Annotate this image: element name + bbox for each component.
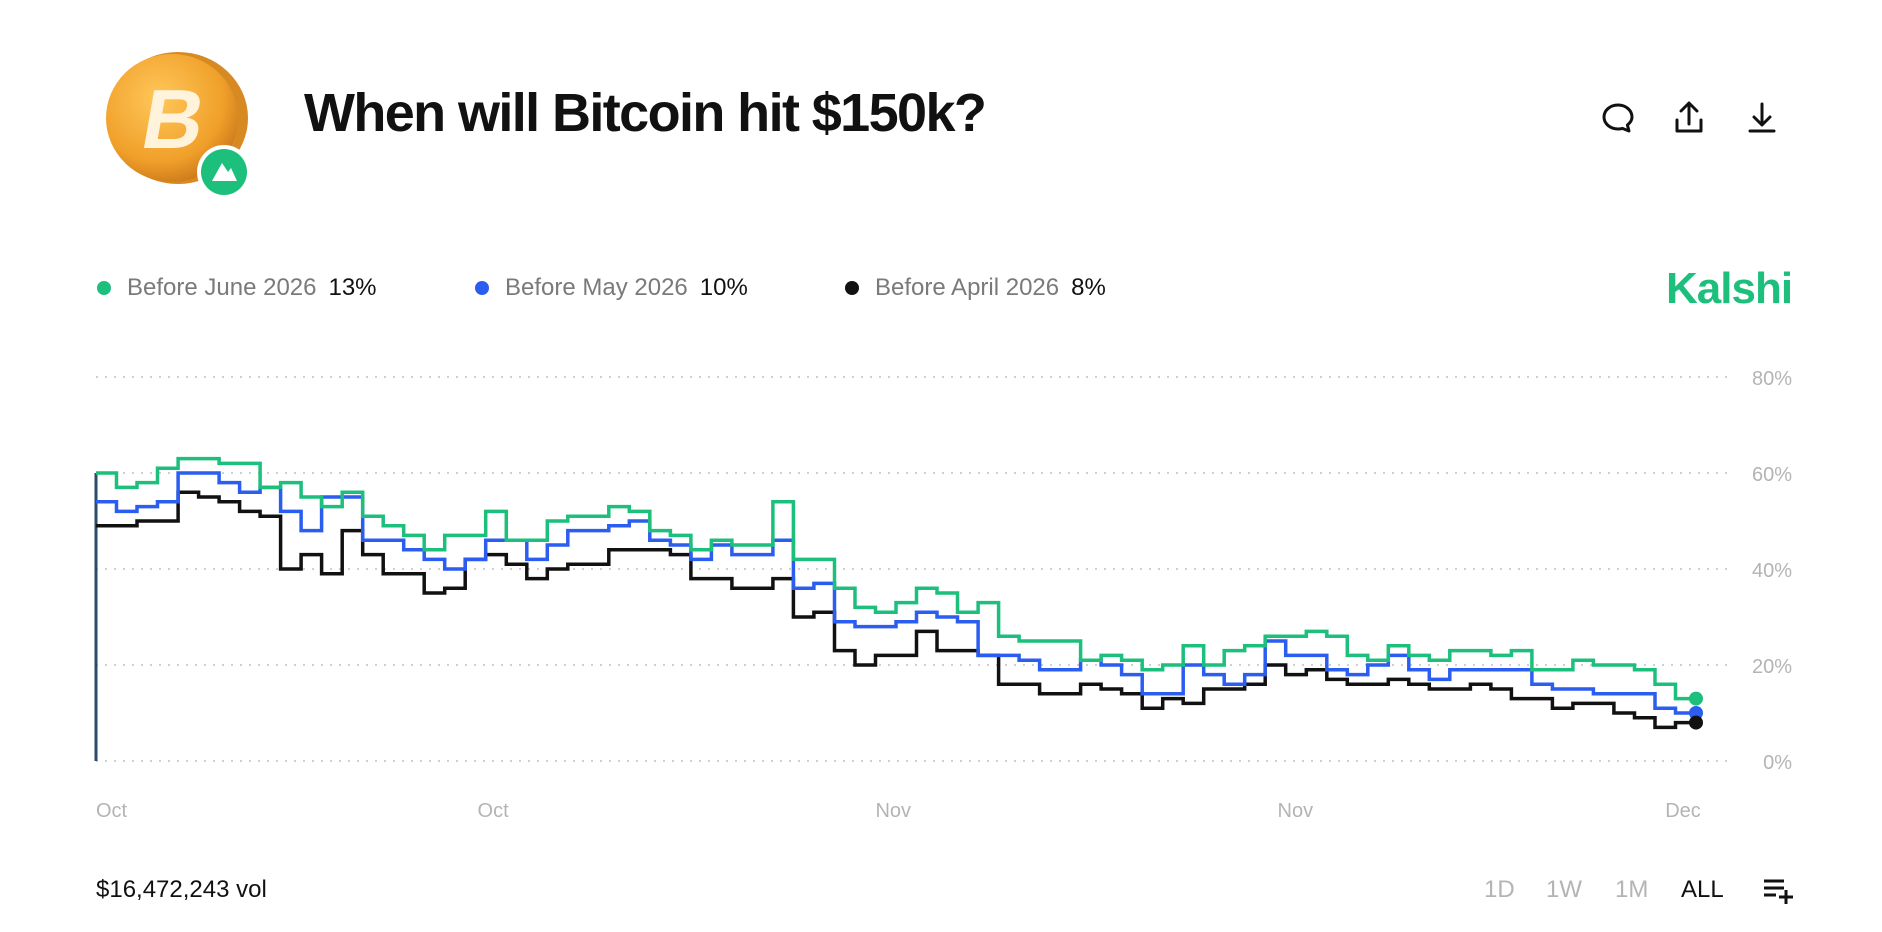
legend-item-june[interactable]: Before June 2026 13%	[97, 274, 377, 302]
x-tick-label: Oct	[478, 800, 510, 822]
series-line	[96, 456, 1696, 701]
bitcoin-coin-icon: B	[96, 50, 256, 200]
y-tick-label: 60%	[1752, 464, 1792, 486]
list-add-icon[interactable]	[1762, 876, 1796, 906]
legend-label: Before May 2026	[505, 274, 688, 301]
legend-label: Before June 2026	[127, 274, 317, 301]
legend-dot	[97, 281, 111, 295]
x-tick-label: Oct	[96, 800, 128, 822]
comment-icon[interactable]	[1598, 98, 1638, 138]
range-1m-button[interactable]: 1M	[1615, 876, 1649, 903]
range-1w-button[interactable]: 1W	[1546, 876, 1582, 903]
series-end-dot	[1689, 715, 1703, 730]
page-title: When will Bitcoin hit $150k?	[304, 83, 987, 143]
legend-dot	[845, 281, 859, 295]
kalshi-logo: Kalshi	[1666, 264, 1793, 313]
share-icon[interactable]	[1669, 98, 1709, 138]
download-icon[interactable]	[1742, 98, 1782, 138]
legend-item-may[interactable]: Before May 2026 10%	[475, 274, 748, 302]
volume-text: $16,472,243 vol	[96, 876, 267, 903]
legend-item-april[interactable]: Before April 2026 8%	[845, 274, 1106, 302]
series-end-dot	[1689, 706, 1703, 720]
y-tick-label: 0%	[1763, 752, 1792, 774]
x-tick-label: Dec	[1665, 800, 1701, 822]
legend-value: 13%	[328, 274, 377, 301]
legend-value: 8%	[1071, 274, 1106, 301]
series-line	[96, 471, 1696, 715]
legend-value: 10%	[699, 274, 748, 301]
legend-label: Before April 2026	[875, 274, 1060, 301]
y-tick-label: 40%	[1752, 560, 1792, 582]
series-end-dot	[1689, 691, 1703, 706]
legend-dot	[475, 281, 489, 295]
range-all-button[interactable]: ALL	[1681, 876, 1724, 903]
x-tick-label: Nov	[1278, 800, 1314, 822]
x-tick-label: Nov	[875, 800, 911, 822]
y-tick-label: 80%	[1752, 368, 1792, 390]
y-tick-label: 20%	[1752, 656, 1792, 678]
range-1d-button[interactable]: 1D	[1484, 876, 1515, 903]
